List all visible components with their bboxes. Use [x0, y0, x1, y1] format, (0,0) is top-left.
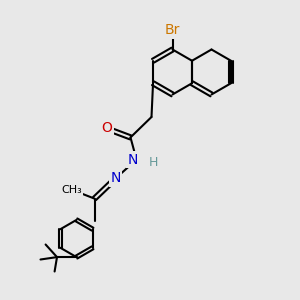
Text: Br: Br: [165, 23, 180, 38]
Text: N: N: [128, 153, 138, 166]
Text: N: N: [110, 172, 121, 185]
Text: H: H: [149, 156, 158, 169]
Text: CH₃: CH₃: [61, 184, 82, 195]
Text: O: O: [101, 122, 112, 135]
